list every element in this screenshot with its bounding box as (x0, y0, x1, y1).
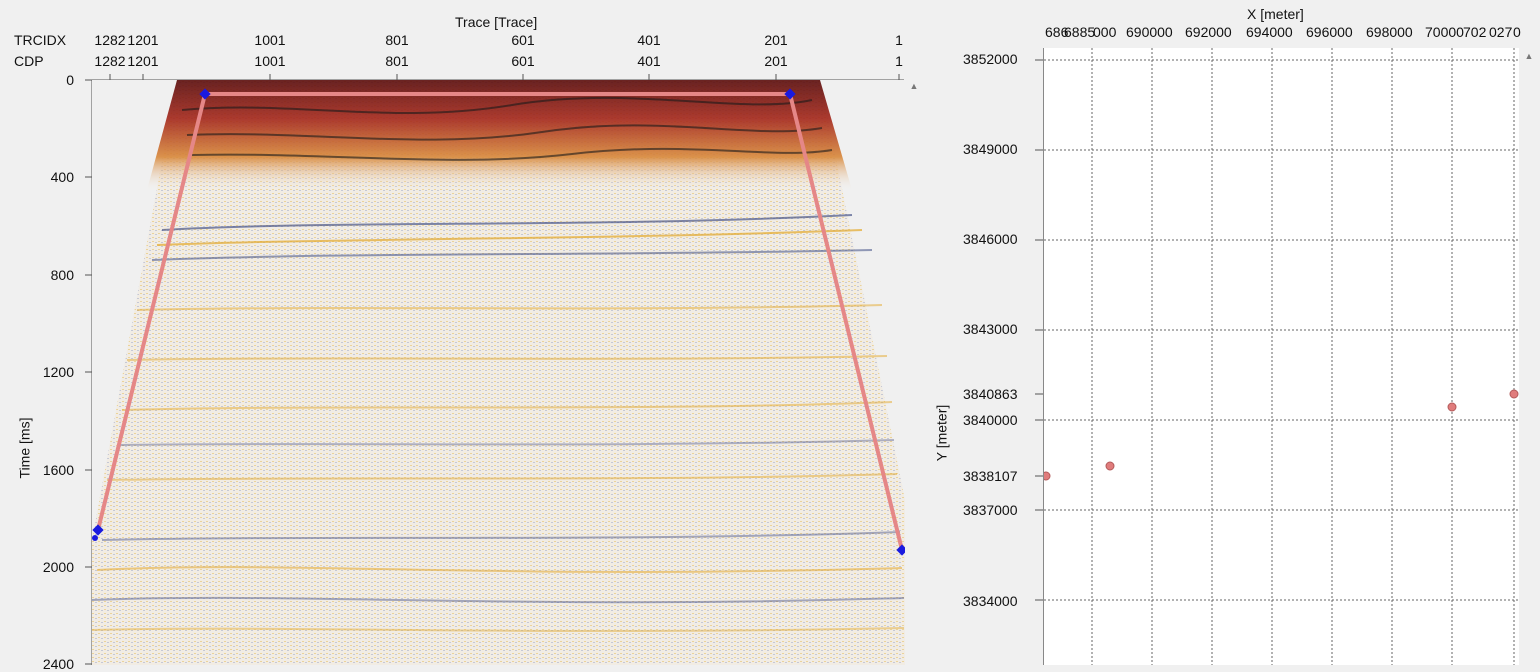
cdp-row-label: CDP (14, 53, 44, 69)
seismic-svg[interactable] (92, 80, 905, 665)
time-tick: 1600 (42, 462, 74, 478)
trcidx-tick: 1001 (254, 32, 286, 48)
x-tick: 690000 (1126, 24, 1173, 40)
trcidx-row-label: TRCIDX (14, 32, 67, 48)
y-axis-title: Y [meter] (933, 404, 950, 462)
map-svg[interactable] (1044, 48, 1519, 665)
trcidx-tick: 1201 (127, 32, 159, 48)
x-tick: 698000 (1366, 24, 1413, 40)
y-tick: 3852000 (963, 51, 1018, 67)
x-tick: 000 (1093, 24, 1117, 40)
cdp-tick: 1282 (94, 53, 126, 69)
x-tick: 702 (1463, 24, 1487, 40)
map-point (1105, 461, 1115, 471)
seismic-scrollbar[interactable] (908, 80, 920, 665)
cdp-tick: 201 (764, 53, 788, 69)
basemap-panel: X [meter] 686 6885 000 690000 692000 694… (933, 0, 1540, 665)
y-tick: 3840863 (963, 386, 1018, 402)
y-tick: 3843000 (963, 321, 1018, 337)
map-point (1447, 402, 1457, 412)
trace-axis-title: Trace [Trace] (455, 14, 538, 30)
time-tick: 1200 (42, 364, 74, 380)
cdp-tick: 1201 (127, 53, 159, 69)
y-tick: 3840000 (963, 412, 1018, 428)
y-tick: 3849000 (963, 141, 1018, 157)
cdp-tick: 401 (637, 53, 661, 69)
trcidx-tick: 1 (895, 32, 903, 48)
x-tick: 692000 (1185, 24, 1232, 40)
time-tick: 400 (50, 169, 74, 185)
cdp-tick: 1001 (254, 53, 286, 69)
x-tick: 0 (1513, 24, 1521, 40)
time-tick: 2000 (42, 559, 74, 575)
scroll-up-icon[interactable]: ▲ (909, 81, 919, 91)
trcidx-tick: 201 (764, 32, 788, 48)
overlay-polyline[interactable] (96, 92, 904, 551)
reflectors (92, 214, 905, 633)
cdp-tick: 1 (895, 53, 903, 69)
time-tick: 800 (50, 267, 74, 283)
map-points[interactable] (1044, 389, 1519, 481)
x-tick: 027 (1489, 24, 1513, 40)
x-axis-title: X [meter] (1247, 6, 1304, 22)
x-tick: 70000 (1425, 24, 1464, 40)
map-grid (1044, 48, 1519, 665)
y-tick: 3838107 (963, 468, 1018, 484)
x-tick: 6885 (1064, 24, 1096, 40)
x-tick: 696000 (1306, 24, 1353, 40)
time-tick: 0 (66, 72, 74, 88)
trcidx-tick: 401 (637, 32, 661, 48)
cdp-tick: 601 (511, 53, 535, 69)
cdp-tick: 801 (385, 53, 409, 69)
trcidx-tick: 801 (385, 32, 409, 48)
trcidx-tick: 601 (511, 32, 535, 48)
seismic-section-panel: Trace [Trace] TRCIDX CDP 1282 1201 1001 … (14, 14, 920, 672)
map-point (1509, 389, 1519, 399)
time-tick: 2400 (42, 656, 74, 672)
x-tick: 686 (1045, 24, 1069, 40)
y-tick: 3834000 (963, 593, 1018, 609)
seismic-image[interactable] (92, 80, 905, 665)
map-plot-area[interactable] (1043, 48, 1519, 665)
trcidx-tick: 1282 (94, 32, 126, 48)
map-scrollbar[interactable] (1522, 48, 1536, 665)
map-point (1044, 471, 1051, 481)
y-tick: 3846000 (963, 231, 1018, 247)
y-axis-ticks (1035, 59, 1043, 601)
y-tick: 3837000 (963, 502, 1018, 518)
scroll-up-icon[interactable]: ▲ (1524, 51, 1534, 61)
x-tick: 694000 (1246, 24, 1293, 40)
